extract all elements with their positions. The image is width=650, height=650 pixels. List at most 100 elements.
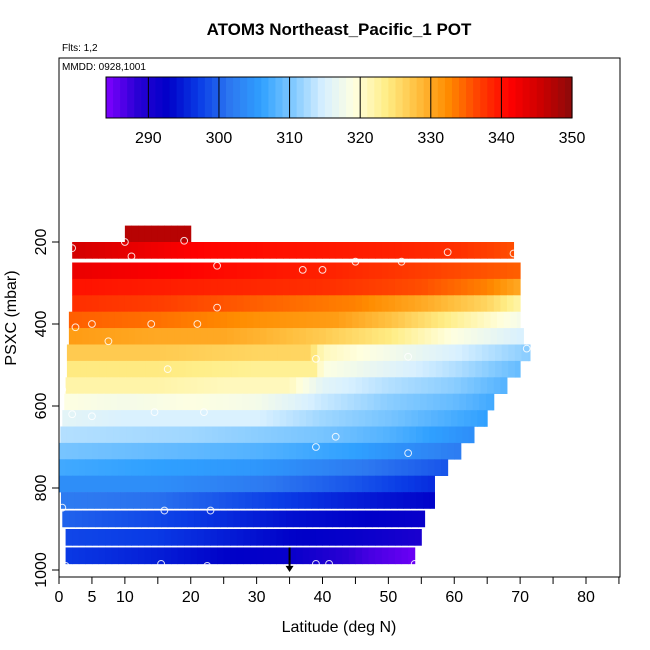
heatmap-cell <box>442 426 450 444</box>
heatmap-cell <box>131 547 139 565</box>
heatmap-cell <box>368 377 376 394</box>
heatmap-cell <box>124 529 132 546</box>
colorbar-segment <box>303 77 312 118</box>
heatmap-cell <box>194 328 202 345</box>
heatmap-cell <box>378 311 386 329</box>
heatmap-cell <box>138 278 146 296</box>
heatmap-cell <box>197 262 205 280</box>
heatmap-cell <box>210 475 218 493</box>
heatmap-cell <box>271 344 279 362</box>
heatmap-cell <box>315 377 323 394</box>
heatmap-cell <box>368 242 376 259</box>
heatmap-cell <box>418 328 426 345</box>
heatmap-cell <box>72 377 80 394</box>
heatmap-cell <box>177 547 185 565</box>
heatmap-cell <box>342 278 350 296</box>
heatmap-cell <box>342 529 350 546</box>
heatmap-cell <box>62 410 70 427</box>
heatmap-cell <box>516 311 521 329</box>
heatmap-cell <box>276 459 284 476</box>
colorbar-segment <box>388 77 397 118</box>
heatmap-cell <box>258 492 266 509</box>
heatmap-cell <box>457 311 465 329</box>
heatmap-cell <box>296 295 304 312</box>
heatmap-cell <box>418 311 426 329</box>
heatmap-cell <box>355 475 363 493</box>
heatmap-cell <box>385 311 393 329</box>
heatmap-cell <box>111 442 119 460</box>
heatmap-cell <box>111 459 119 476</box>
heatmap-cell <box>223 242 231 259</box>
heatmap-cell <box>118 377 126 394</box>
heatmap-cell <box>302 475 310 493</box>
heatmap-cell <box>331 492 339 509</box>
heatmap-cell <box>363 360 371 378</box>
heatmap-cell <box>474 262 482 280</box>
heatmap-cell <box>192 492 200 509</box>
heatmap-cell <box>345 510 353 528</box>
heatmap-cell <box>323 344 331 362</box>
heatmap-cell <box>459 393 467 411</box>
heatmap-cell <box>243 442 251 460</box>
heatmap-cell <box>276 242 284 259</box>
colorbar-segment <box>430 77 439 118</box>
heatmap-cell <box>250 475 258 493</box>
heatmap-cell <box>144 262 152 280</box>
heatmap-cell <box>218 360 226 378</box>
heatmap-cell <box>75 510 83 528</box>
flights-note: Flts: 1,2 <box>62 43 98 54</box>
heatmap-cell <box>309 442 317 460</box>
heatmap-cell <box>91 529 100 546</box>
heatmap-cell <box>131 242 139 259</box>
heatmap-cell <box>88 328 96 345</box>
heatmap-cell <box>501 344 509 362</box>
heatmap-cell <box>493 278 501 296</box>
heatmap-cell <box>218 426 226 444</box>
heatmap-cell <box>203 529 212 546</box>
heatmap-cell <box>296 459 304 476</box>
heatmap-cell <box>416 344 424 362</box>
colorbar-segment <box>190 77 199 118</box>
heatmap-cell <box>398 410 406 427</box>
heatmap-cell <box>203 547 212 565</box>
heatmap-cell <box>238 360 246 378</box>
heatmap-cell <box>98 529 106 546</box>
heatmap-cell <box>131 278 139 296</box>
heatmap-cell <box>421 295 429 312</box>
heatmap-cell <box>394 547 403 565</box>
heatmap-cell <box>238 344 246 362</box>
colorbar-segment <box>240 77 248 118</box>
heatmap-cell <box>121 510 129 528</box>
heatmap-cell <box>72 529 80 546</box>
heatmap-cell <box>276 278 284 296</box>
heatmap-cell <box>172 426 180 444</box>
heatmap-cell <box>427 442 435 460</box>
heatmap-cell <box>381 475 389 493</box>
heatmap-cell <box>131 529 139 546</box>
heatmap-cell <box>468 360 476 378</box>
heatmap-cell <box>178 426 186 444</box>
heatmap-cell <box>189 393 197 411</box>
heatmap-cell <box>184 295 192 312</box>
heatmap-cell <box>474 377 482 394</box>
heatmap-cell <box>390 492 398 509</box>
heatmap-cell <box>315 547 323 565</box>
heatmap-cell <box>184 442 192 460</box>
heatmap-cell <box>226 510 235 528</box>
heatmap-cell <box>98 262 106 280</box>
heatmap-cell <box>73 360 81 378</box>
heatmap-cell <box>108 311 116 329</box>
heatmap-cell <box>250 442 258 460</box>
heatmap-cell <box>213 510 221 528</box>
position-marker <box>285 547 294 573</box>
heatmap-cell <box>408 529 416 546</box>
heatmap-cell <box>200 410 208 427</box>
heatmap-cell <box>282 547 291 565</box>
heatmap-cell <box>289 442 297 460</box>
heatmap-cell <box>381 242 389 259</box>
heatmap-cell <box>159 492 167 509</box>
colorbar-segment <box>275 77 284 118</box>
heatmap-cell <box>144 278 152 296</box>
heatmap-cell <box>65 459 73 476</box>
heatmap-cell <box>147 311 156 329</box>
